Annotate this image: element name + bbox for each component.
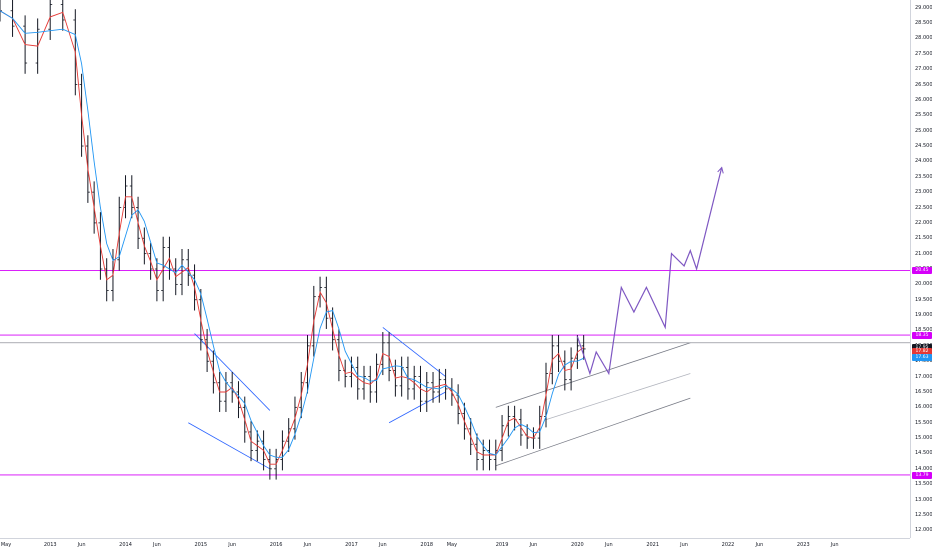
trendline [382,327,446,377]
time-tick-label: 2013 [43,542,57,548]
time-tick-label: 2023 [796,542,810,548]
time-tick-label: 2018 [420,542,434,548]
price-tick-label: 17.500 [915,358,932,365]
price-tick-label: 14.500 [915,450,932,457]
price-tick-label: 28.000 [915,35,932,42]
price-tick-label: 25.000 [915,127,932,134]
price-tick-label: 19.500 [915,296,932,303]
price-tick-label: 25.500 [915,112,932,119]
price-tick-label: 13.000 [915,496,932,503]
time-tick-label: May [446,542,458,548]
price-tick-label: 26.500 [915,81,932,88]
price-tick-label: 27.000 [915,66,932,73]
price-tick-label: 15.500 [915,419,932,426]
projection-arrowhead [717,166,724,174]
price-tick-label: 12.500 [915,511,932,518]
price-tick-label: 23.500 [915,173,932,180]
price-tick-label: 12.000 [915,527,932,534]
time-tick-label: Jun [529,542,538,548]
sma-long-line [0,10,584,458]
price-tick-label: 24.000 [915,158,932,165]
price-badge: 17.63 [912,353,932,361]
projection-path [576,167,723,376]
price-tick-label: 16.000 [915,404,932,411]
price-tick-label: 22.500 [915,204,932,211]
trendline [495,397,691,467]
time-tick-label: Jun [152,542,161,548]
price-badge: 17.95 [912,343,932,351]
chart-plot[interactable] [0,0,910,538]
trendline [388,391,446,424]
time-tick-label: Jun [228,542,237,548]
time-tick-label: Jun [378,542,387,548]
price-badge: 13.79 [912,471,932,479]
time-tick-label: Jun [77,542,86,548]
time-tick-label: Jun [303,542,312,548]
price-badge: 17.82 [912,347,932,355]
price-tick-label: 29.000 [915,4,932,11]
time-tick-label: 2016 [269,542,283,548]
price-tick-label: 21.000 [915,250,932,257]
time-tick-label: Jun [830,542,839,548]
price-tick-label: 16.500 [915,388,932,395]
trendline [545,373,691,421]
price-tick-label: 13.500 [915,481,932,488]
price-tick-label: 22.000 [915,219,932,226]
time-tick-label: Jun [755,542,764,548]
price-tick-label: 15.000 [915,435,932,442]
price-tick-label: 28.500 [915,20,932,27]
time-tick-label: 2014 [119,542,132,548]
time-axis[interactable]: May 2013 Jun 2014 Jun 2015 Jun 2016 Jun 2017 Jun 20… [0,538,910,551]
price-tick-label: 23.000 [915,189,932,196]
price-tick-label: 14.000 [915,465,932,472]
price-badge: 20.45 [912,267,932,275]
trendline [495,342,691,408]
price-tick-label: 26.000 [915,96,932,103]
time-tick-label: 2019 [495,542,509,548]
time-tick-label: 2020 [571,542,584,548]
time-tick-label: Jun [680,542,688,548]
price-tick-label: 21.500 [915,235,932,242]
price-tick-label: 17.000 [915,373,932,380]
time-tick-label: 2015 [194,542,208,548]
sma-short-line [0,10,584,465]
trendline [188,422,271,470]
time-tick-label: 2017 [345,542,358,548]
price-tick-label: 19.000 [915,312,932,319]
price-tick-label: 18.500 [915,327,932,334]
price-tick-label: 20.000 [915,281,932,288]
chart-area[interactable] [0,0,910,538]
price-tick-label: 24.500 [915,143,932,150]
price-tick-label: 27.500 [915,50,932,57]
time-tick-label: Jun [604,542,613,548]
time-tick-label: May [0,542,12,548]
price-badge: 18.35 [912,331,932,339]
time-tick-label: 2021 [646,542,660,548]
time-tick-label: 2022 [721,542,735,548]
